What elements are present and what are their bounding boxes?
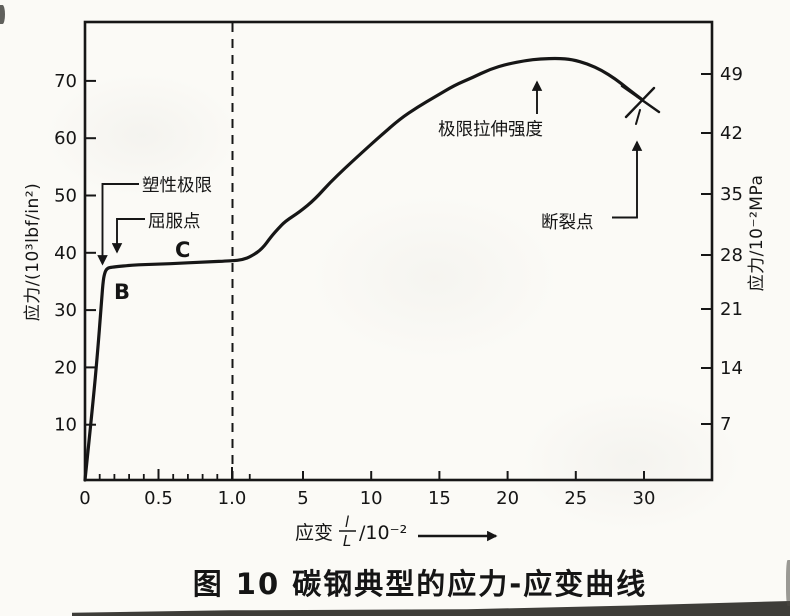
y-axis-right-ticks <box>701 73 712 425</box>
x-tick-label: 0 <box>79 488 90 509</box>
x-axis-label: 应变 l L /10⁻² <box>295 513 498 550</box>
stress-strain-curve <box>83 56 643 482</box>
fracture-leader-arrow <box>612 140 643 219</box>
x-axis-label-frac-numerator: l <box>345 513 350 531</box>
x-axis-tick-labels: 0 0.5 1.0 5 10 15 20 25 30 <box>79 488 655 509</box>
scan-artifact-topleft-mark <box>0 5 5 24</box>
y-right-tick-label: 35 <box>720 184 743 205</box>
x-axis-label-suffix: /10⁻² <box>359 522 407 544</box>
y-right-tick-label: 42 <box>720 123 743 144</box>
x-tick-label: 20 <box>496 488 519 509</box>
x-axis-label-frac-denominator: L <box>343 532 351 550</box>
y-left-tick-label: 40 <box>54 243 77 264</box>
x-tick-label: 30 <box>633 488 656 509</box>
yield-point-leader-arrow <box>111 218 145 254</box>
annotation-uts: 极限拉伸强度 <box>438 120 543 140</box>
figure-caption: 图 10 碳钢典型的应力-应变曲线 <box>193 567 648 601</box>
y-left-tick-label: 30 <box>54 300 77 321</box>
scan-artifact-right-mark <box>786 560 790 606</box>
x-axis-ticks <box>84 467 645 480</box>
y-right-tick-label: 14 <box>720 358 743 379</box>
y-left-tick-label: 20 <box>54 357 77 378</box>
x-tick-label: 0.5 <box>144 488 173 509</box>
y-right-tick-label: 7 <box>720 414 731 435</box>
x-tick-label: 10 <box>360 488 383 509</box>
annotation-fracture: 断裂点 <box>541 213 594 233</box>
y-left-tick-label: 70 <box>54 71 77 92</box>
y-left-tick-label: 10 <box>54 415 77 436</box>
x-tick-label: 5 <box>297 488 308 509</box>
annotation-point-b: B <box>114 280 130 304</box>
annotation-yield-point: 屈服点 <box>148 212 201 232</box>
plastic-limit-leader-arrow <box>97 183 139 266</box>
annotation-point-c: C <box>175 238 190 262</box>
y-left-tick-label: 60 <box>54 128 77 149</box>
annotation-plastic-limit: 塑性极限 <box>142 176 212 196</box>
y-axis-right-title: 应力/10⁻²MPa <box>747 175 767 292</box>
y-right-tick-label: 21 <box>720 299 743 320</box>
plot-frame <box>83 20 714 482</box>
y-left-tick-label: 50 <box>54 186 77 207</box>
y-axis-right-tick-labels: 49 42 35 28 21 14 7 <box>720 64 743 435</box>
x-axis-label-prefix: 应变 <box>295 522 333 544</box>
fracture-x-mark <box>620 84 661 125</box>
y-axis-left-title: 应力/(10³lbf/in²) <box>23 183 43 321</box>
y-right-tick-label: 49 <box>720 64 743 85</box>
x-tick-label: 25 <box>564 488 587 509</box>
y-right-tick-label: 28 <box>720 245 743 266</box>
x-tick-label: 1.0 <box>218 488 247 509</box>
x-tick-label: 15 <box>428 488 451 509</box>
y-axis-left-tick-labels: 70 60 50 40 30 20 10 <box>54 71 77 436</box>
